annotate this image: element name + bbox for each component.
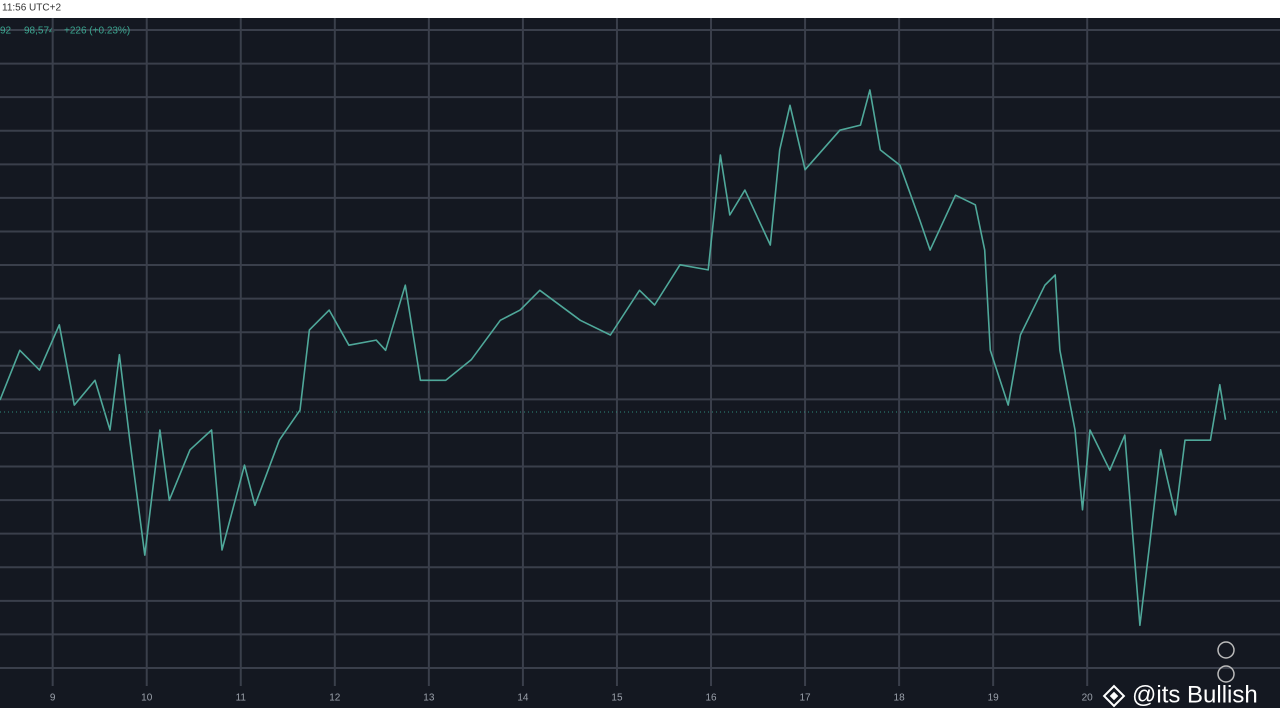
x-tick-label: 12 (329, 693, 341, 704)
top-bar (0, 0, 1280, 18)
x-tick-label: 20 (1082, 693, 1094, 704)
x-tick-label: 11 (236, 693, 247, 704)
x-tick-label: 17 (799, 693, 811, 704)
watermark: @its Bullish (1132, 681, 1258, 708)
x-tick-label: 9 (50, 693, 56, 704)
icon-button[interactable] (1217, 641, 1235, 659)
bottom-bar (0, 708, 1280, 720)
x-tick-label: 16 (705, 693, 717, 704)
horizontal-grid (0, 29, 1280, 669)
x-tick-label: 13 (423, 693, 435, 704)
x-tick-label: 14 (517, 693, 529, 704)
price-line-series (0, 89, 1227, 627)
x-tick-label: 18 (894, 693, 906, 704)
plot-background (0, 18, 1280, 708)
header-time: 11:56 UTC+2 (2, 3, 61, 14)
legend-value: 98,574 (24, 26, 55, 37)
x-tick-label: 19 (988, 693, 1000, 704)
legend-value: +226 (+0.23%) (64, 26, 130, 37)
icon-button[interactable] (1217, 665, 1235, 683)
x-tick-label: 15 (611, 693, 623, 704)
x-tick-label: 10 (141, 693, 153, 704)
legend-value: 92 (0, 26, 12, 37)
